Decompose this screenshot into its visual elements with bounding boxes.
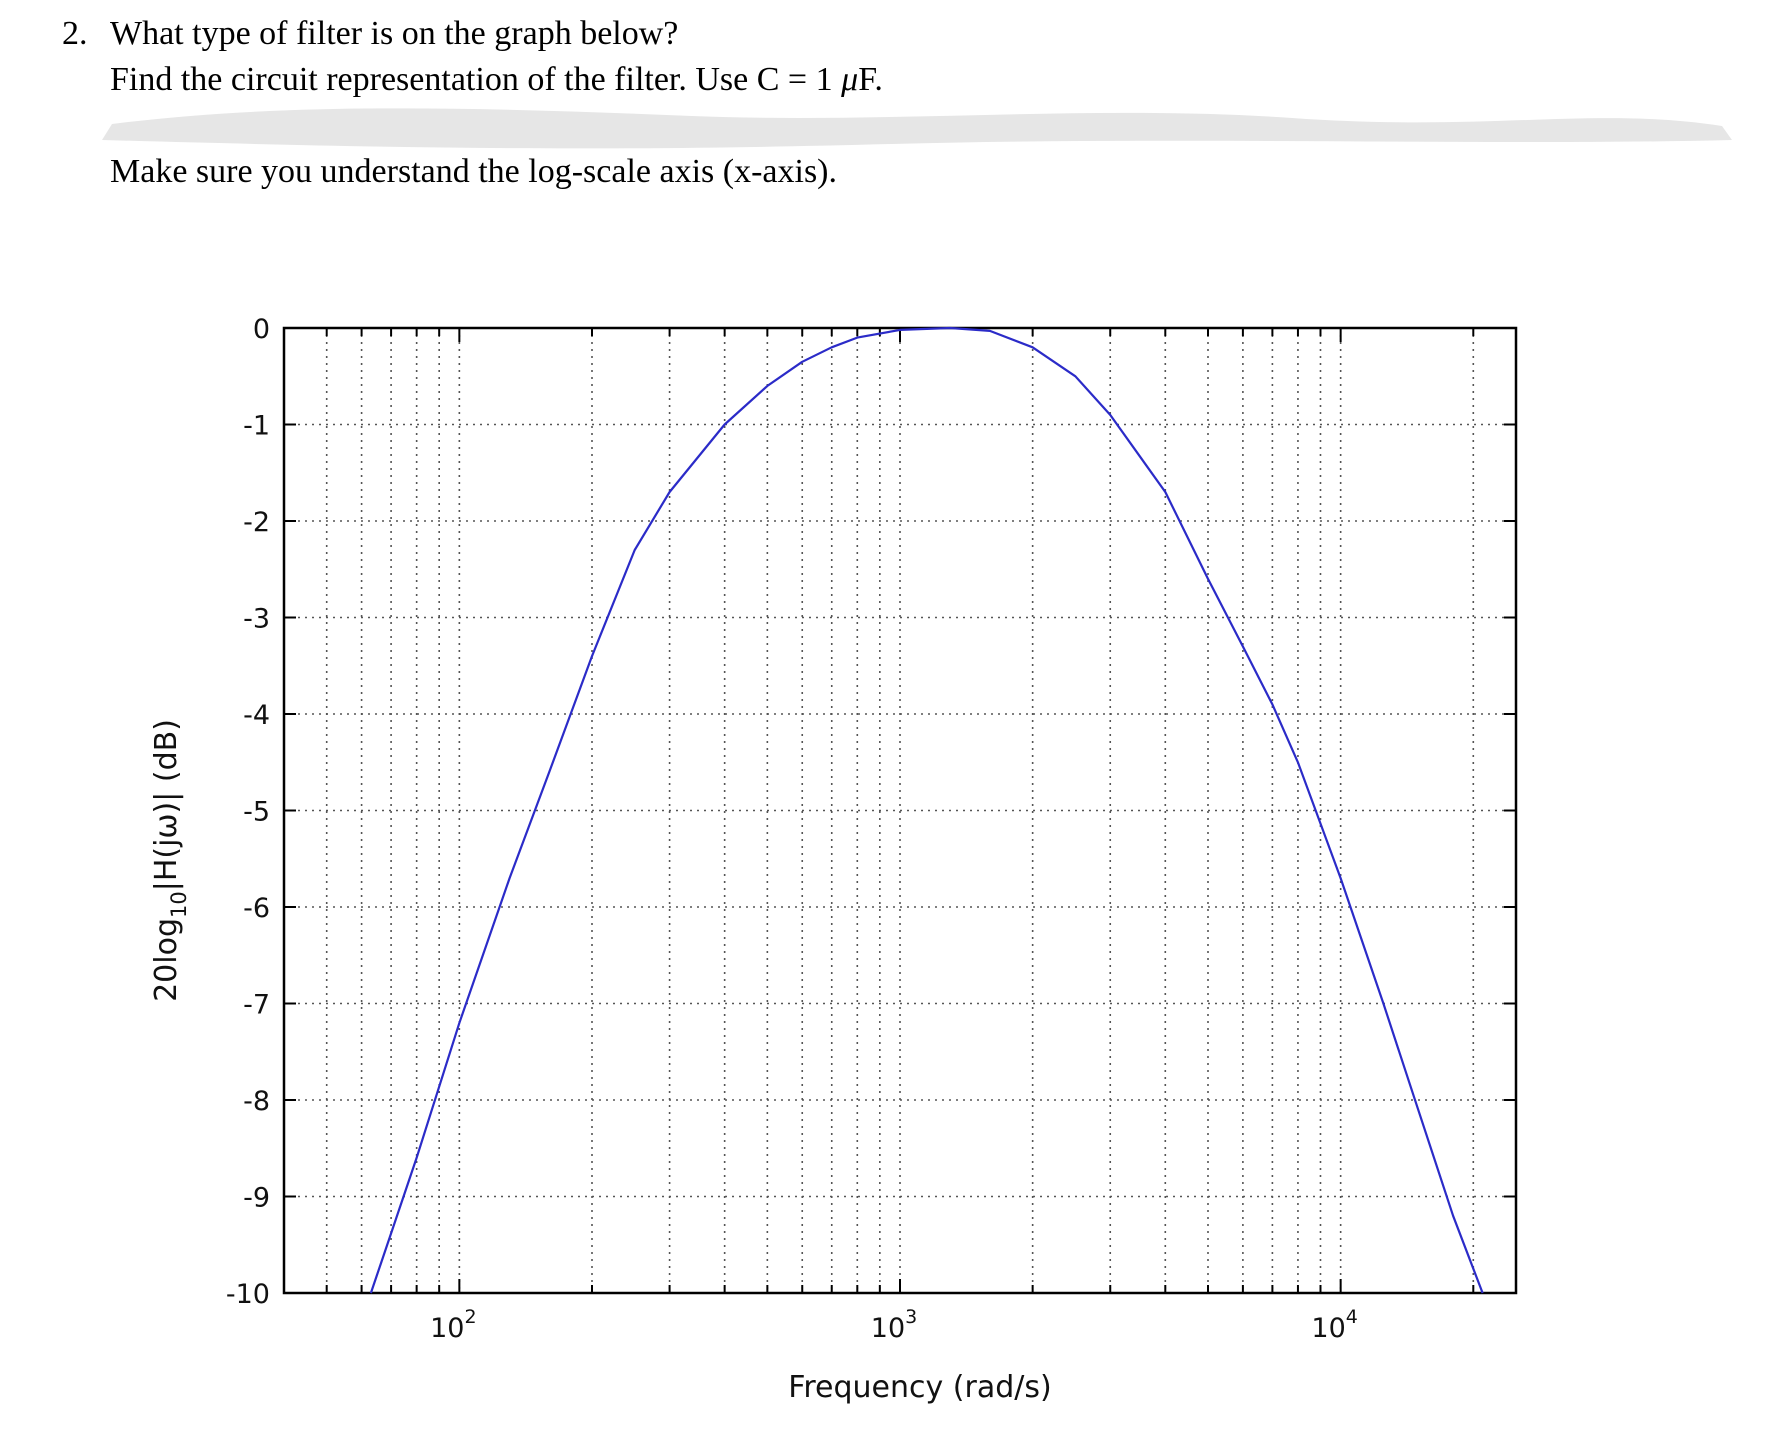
question-number: 2. xyxy=(62,15,88,52)
y-tick-label: -6 xyxy=(243,893,270,924)
question-note: Make sure you understand the log-scale a… xyxy=(110,153,837,190)
y-tick-label: -2 xyxy=(243,507,270,538)
y-tick-label: -10 xyxy=(226,1279,270,1310)
instruction-unit: F. xyxy=(858,61,883,98)
redacted-scribble xyxy=(102,108,1732,149)
y-tick-label: -5 xyxy=(243,797,270,828)
y-tick-label: -3 xyxy=(243,604,270,635)
y-tick-label: -1 xyxy=(243,411,270,442)
y-tick-label: -7 xyxy=(243,990,270,1021)
y-tick-label: -4 xyxy=(243,700,270,731)
y-axis-title: 20log10|H(jω)| (dB) xyxy=(149,719,191,1002)
y-tick-label: 0 xyxy=(253,314,270,345)
y-tick-label: -8 xyxy=(243,1086,270,1117)
x-tick-label: 104 xyxy=(1311,1306,1357,1344)
question-title: What type of filter is on the graph belo… xyxy=(110,15,679,52)
magnitude-curve xyxy=(369,326,1484,1294)
y-grid-lines xyxy=(284,423,1516,1198)
question-instruction: Find the circuit representation of the f… xyxy=(110,60,883,100)
y-tick-label: -9 xyxy=(243,1183,270,1214)
instruction-text: Find the circuit representation of the f… xyxy=(110,61,842,98)
x-tick-label: 103 xyxy=(871,1306,917,1344)
micro-symbol: μ xyxy=(841,61,859,98)
x-tick-label: 102 xyxy=(430,1306,476,1344)
x-axis-title: Frequency (rad/s) xyxy=(788,1370,1051,1405)
